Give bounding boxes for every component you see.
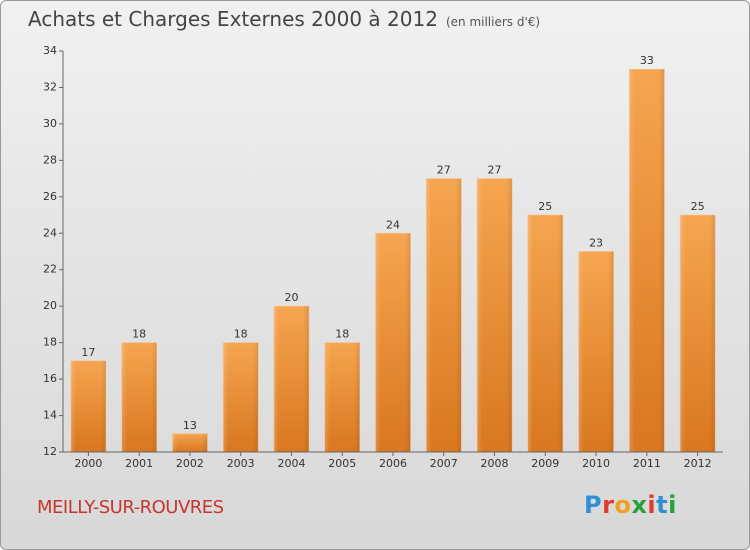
chart-title: Achats et Charges Externes 2000 à 2012 (e… (28, 7, 540, 31)
data-label: 24 (386, 218, 400, 231)
y-tick-label: 34 (43, 44, 57, 57)
x-tick-label: 2008 (481, 457, 509, 470)
bar-shade-2006 (375, 233, 411, 452)
bar-shade-2004 (273, 306, 309, 452)
y-tick-label: 14 (43, 409, 57, 422)
x-tick-label: 2002 (176, 457, 204, 470)
logo-letter: x (631, 491, 648, 519)
y-tick-label: 12 (43, 445, 57, 458)
x-tick-label: 2012 (684, 457, 712, 470)
x-tick-label: 2000 (74, 457, 102, 470)
bar-shade-2003 (223, 342, 259, 452)
axes-group: 12 14 16 18 20 22 24 26 28 30 32 34 2000 2001 2002 2003… (43, 44, 723, 470)
y-tick-label: 16 (43, 372, 57, 385)
x-tick-label: 2007 (430, 457, 458, 470)
bar-shade-2000 (70, 360, 106, 452)
data-label: 23 (589, 237, 603, 250)
data-label: 33 (640, 54, 654, 67)
logo-letter: t (656, 491, 669, 519)
data-label: 18 (234, 328, 248, 341)
bar-shade-2010 (578, 251, 614, 452)
data-label: 17 (81, 346, 95, 359)
x-tick-label: 2006 (379, 457, 407, 470)
data-label: 18 (335, 328, 349, 341)
bar-shade-2011 (629, 69, 665, 453)
y-tick-label: 30 (43, 117, 57, 130)
logo-letter: i (647, 491, 657, 519)
y-tick-label: 22 (43, 263, 57, 276)
bar-shade-2009 (527, 215, 563, 452)
logo-letter: i (668, 491, 677, 519)
logo-letter: o (614, 491, 632, 519)
data-label: 20 (284, 291, 298, 304)
logo-letter: P (584, 491, 603, 519)
chart-title-text: Achats et Charges Externes 2000 à 2012 (28, 7, 438, 31)
bar-shade-2002 (172, 433, 208, 452)
bar-shade-2005 (324, 342, 360, 452)
bar-shade-2012 (680, 215, 716, 452)
data-label: 27 (488, 164, 502, 177)
y-tick-label: 18 (43, 336, 57, 349)
y-tick-label: 24 (43, 226, 57, 239)
x-tick-label: 2001 (125, 457, 153, 470)
data-label: 25 (538, 200, 552, 213)
bar-shade-2008 (477, 178, 513, 452)
place-name: MEILLY-SUR-ROUVRES (37, 497, 224, 518)
data-label: 25 (691, 200, 705, 213)
y-tick-label: 26 (43, 190, 57, 203)
x-tick-label: 2011 (633, 457, 661, 470)
y-tick-label: 20 (43, 299, 57, 312)
data-label: 13 (183, 419, 197, 432)
x-tick-label: 2010 (582, 457, 610, 470)
x-tick-label: 2003 (227, 457, 255, 470)
y-tick-label: 28 (43, 153, 57, 166)
x-tick-label: 2009 (531, 457, 559, 470)
data-label: 27 (437, 164, 451, 177)
bars-group: 17 18 13 18 20 18 24 27 27 25 23 33 25 (70, 54, 716, 453)
y-tick-label: 32 (43, 80, 57, 93)
data-label: 18 (132, 328, 146, 341)
x-tick-label: 2004 (277, 457, 305, 470)
proxiti-logo[interactable]: Proxiti (584, 491, 677, 519)
bar-shade-2001 (121, 342, 157, 452)
x-tick-label: 2005 (328, 457, 356, 470)
logo-letter: r (602, 491, 615, 519)
bar-shade-2007 (426, 178, 462, 452)
chart-subtitle: (en milliers d'€) (445, 15, 541, 29)
